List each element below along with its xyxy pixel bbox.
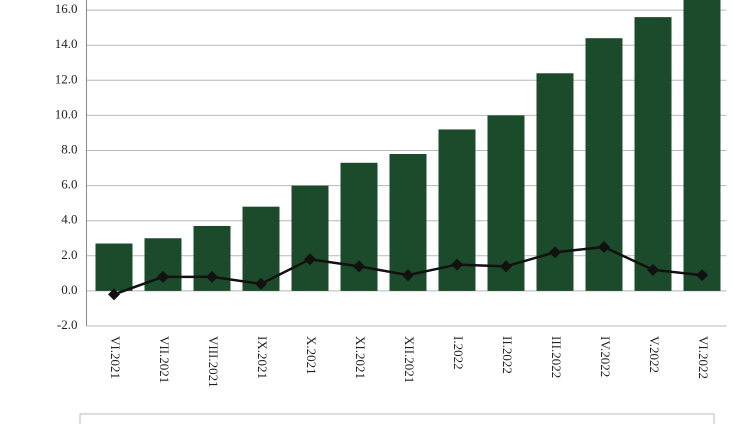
x-tick-label: III.2022	[549, 336, 564, 378]
marker	[353, 260, 365, 273]
x-tick-label: VI.2022	[696, 336, 711, 379]
x-tick-label: IX.2021	[255, 336, 270, 379]
x-tick-label: VII.2021	[157, 336, 172, 383]
bar	[291, 185, 329, 291]
x-tick-label: X.2021	[304, 336, 319, 375]
y-tick-label: 16.0	[55, 1, 78, 16]
y-tick-label: 8.0	[61, 141, 77, 156]
bar	[389, 154, 427, 291]
x-tick-label: VIII.2021	[206, 336, 221, 388]
y-tick-label: 14.0	[55, 36, 78, 51]
marker	[500, 260, 512, 273]
x-tick-label: I.2022	[451, 336, 466, 370]
legend-box	[79, 413, 715, 424]
y-tick-label: 10.0	[55, 106, 78, 121]
marker	[255, 277, 267, 290]
bar	[144, 238, 182, 291]
x-tick-label: VI.2021	[108, 336, 123, 379]
x-tick-label: XI.2021	[353, 336, 368, 379]
y-tick-label: 12.0	[55, 71, 78, 86]
marker	[402, 269, 414, 282]
marker	[549, 246, 561, 259]
y-tick-label: 4.0	[61, 212, 77, 227]
bar	[95, 243, 133, 291]
x-tick-label: XII.2021	[402, 336, 417, 383]
y-tick-label: 2.0	[61, 247, 77, 262]
x-tick-label: V.2022	[647, 336, 662, 373]
x-tick-label: IV.2022	[598, 336, 613, 377]
y-tick-label: 0.0	[61, 282, 77, 297]
marker	[108, 288, 120, 301]
y-tick-label: 6.0	[61, 177, 77, 192]
marker	[206, 270, 218, 283]
marker	[696, 269, 708, 282]
marker	[598, 241, 610, 254]
marker	[647, 263, 659, 276]
x-tick-label: II.2022	[500, 336, 515, 374]
marker	[451, 258, 463, 271]
marker	[304, 253, 316, 266]
marker	[157, 270, 169, 283]
y-tick-label: -2.0	[57, 317, 78, 332]
bar	[683, 0, 721, 291]
bar	[634, 17, 672, 291]
